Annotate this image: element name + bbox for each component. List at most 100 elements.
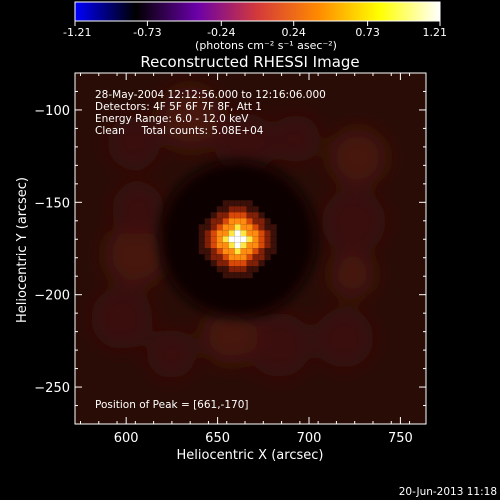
- source-pixel: [258, 236, 265, 243]
- source-pixel: [222, 254, 229, 261]
- source-pixel: [222, 218, 229, 225]
- peak-position-label: Position of Peak = [661,-170]: [95, 399, 249, 411]
- source-pixel: [198, 224, 205, 231]
- source-pixel: [228, 230, 235, 237]
- source-pixel: [228, 200, 235, 207]
- source-pixel: [252, 248, 259, 255]
- y-tick-label: −150: [34, 196, 70, 211]
- x-axis-label: Heliocentric X (arcsec): [177, 448, 324, 463]
- source-pixel: [216, 236, 223, 243]
- colorbar-unit-label: (photons cm⁻² s⁻¹ asec⁻²): [195, 39, 337, 52]
- x-axis: 600 650 700 750: [79, 73, 413, 446]
- source-pixel: [246, 206, 253, 213]
- source-pixel: [240, 254, 247, 261]
- source-pixel: [198, 230, 205, 237]
- source-pixel: [216, 242, 223, 249]
- source-pixel: [240, 260, 247, 267]
- source-pixel: [246, 272, 253, 279]
- source-pixel: [270, 242, 277, 249]
- source-pixel: [234, 236, 241, 243]
- source-pixel: [216, 254, 223, 261]
- source-pixel: [210, 260, 217, 267]
- source-pixel: [240, 236, 247, 243]
- x-tick-label: 650: [205, 431, 230, 446]
- source-pixel: [264, 218, 271, 225]
- chart-title: Reconstructed RHESSI Image: [140, 53, 359, 71]
- y-axis-label: Heliocentric Y (arcsec): [15, 177, 30, 323]
- source-pixel: [240, 248, 247, 255]
- source-pixel: [240, 212, 247, 219]
- source-pixel: [210, 248, 217, 255]
- source-pixel: [234, 212, 241, 219]
- source-pixel: [258, 248, 265, 255]
- source-pixel: [246, 260, 253, 267]
- source-pixel: [228, 218, 235, 225]
- source-pixel: [258, 254, 265, 261]
- source-pixel: [228, 236, 235, 243]
- source-pixel: [204, 218, 211, 225]
- colorbar-tick-label: -0.24: [207, 26, 235, 39]
- source-pixel: [210, 218, 217, 225]
- source-pixel: [264, 230, 271, 237]
- source-pixel: [198, 236, 205, 243]
- annotation-line: Clean Total counts: 5.08E+04: [95, 125, 264, 137]
- x-tick-label: 700: [297, 431, 322, 446]
- source-pixel: [210, 230, 217, 237]
- source-pixel: [246, 254, 253, 261]
- source-pixel: [264, 242, 271, 249]
- source-pixel: [258, 242, 265, 249]
- colorbar-tick-label: -1.21: [63, 26, 91, 39]
- source-pixel: [234, 248, 241, 255]
- colorbar-strip: [74, 1, 441, 22]
- source-pixel: [264, 248, 271, 255]
- source-pixel: [216, 230, 223, 237]
- source-pixel: [204, 230, 211, 237]
- x-tick-label: 600: [114, 431, 139, 446]
- colorbar-tick-label: 1.21: [423, 26, 448, 39]
- source-pixel: [222, 230, 229, 237]
- colorbar-ticks: [74, 21, 441, 26]
- source-pixel: [252, 266, 259, 273]
- source-pixel: [264, 254, 271, 261]
- source-pixel: [228, 254, 235, 261]
- source-pixel: [210, 212, 217, 219]
- background-structure: [91, 86, 387, 379]
- source-pixel: [234, 206, 241, 213]
- source-pixel: [210, 224, 217, 231]
- source-pixel: [246, 200, 253, 207]
- source-pixel: [234, 266, 241, 273]
- source-pixel: [252, 230, 259, 237]
- source-pixel: [234, 200, 241, 207]
- flare-source: [198, 200, 277, 279]
- source-pixel: [240, 266, 247, 273]
- source-pixel: [222, 206, 229, 213]
- source-pixel: [234, 230, 241, 237]
- source-pixel: [270, 248, 277, 255]
- source-pixel: [246, 236, 253, 243]
- source-pixel: [198, 242, 205, 249]
- source-pixel: [204, 224, 211, 231]
- source-pixel: [222, 260, 229, 267]
- source-pixel: [222, 272, 229, 279]
- source-pixel: [252, 212, 259, 219]
- source-pixel: [264, 224, 271, 231]
- source-pixel: [216, 218, 223, 225]
- y-axis: −250 −200 −150 −100: [34, 72, 426, 425]
- annotation-line: 28-May-2004 12:12:56.000 to 12:16:06.000: [95, 89, 326, 101]
- source-pixel: [222, 266, 229, 273]
- colorbar-tick-label: -0.73: [133, 26, 161, 39]
- source-pixel: [210, 254, 217, 261]
- source-pixel: [252, 254, 259, 261]
- source-pixel: [270, 230, 277, 237]
- source-pixel: [246, 230, 253, 237]
- source-pixel: [228, 206, 235, 213]
- colorbar-tick-label: 0.73: [355, 26, 380, 39]
- source-pixel: [228, 260, 235, 267]
- y-tick-label: −100: [34, 104, 70, 119]
- source-pixel: [252, 224, 259, 231]
- footer-timestamp: 20-Jun-2013 11:18: [399, 486, 497, 498]
- source-pixel: [222, 236, 229, 243]
- source-pixel: [216, 212, 223, 219]
- source-pixel: [264, 236, 271, 243]
